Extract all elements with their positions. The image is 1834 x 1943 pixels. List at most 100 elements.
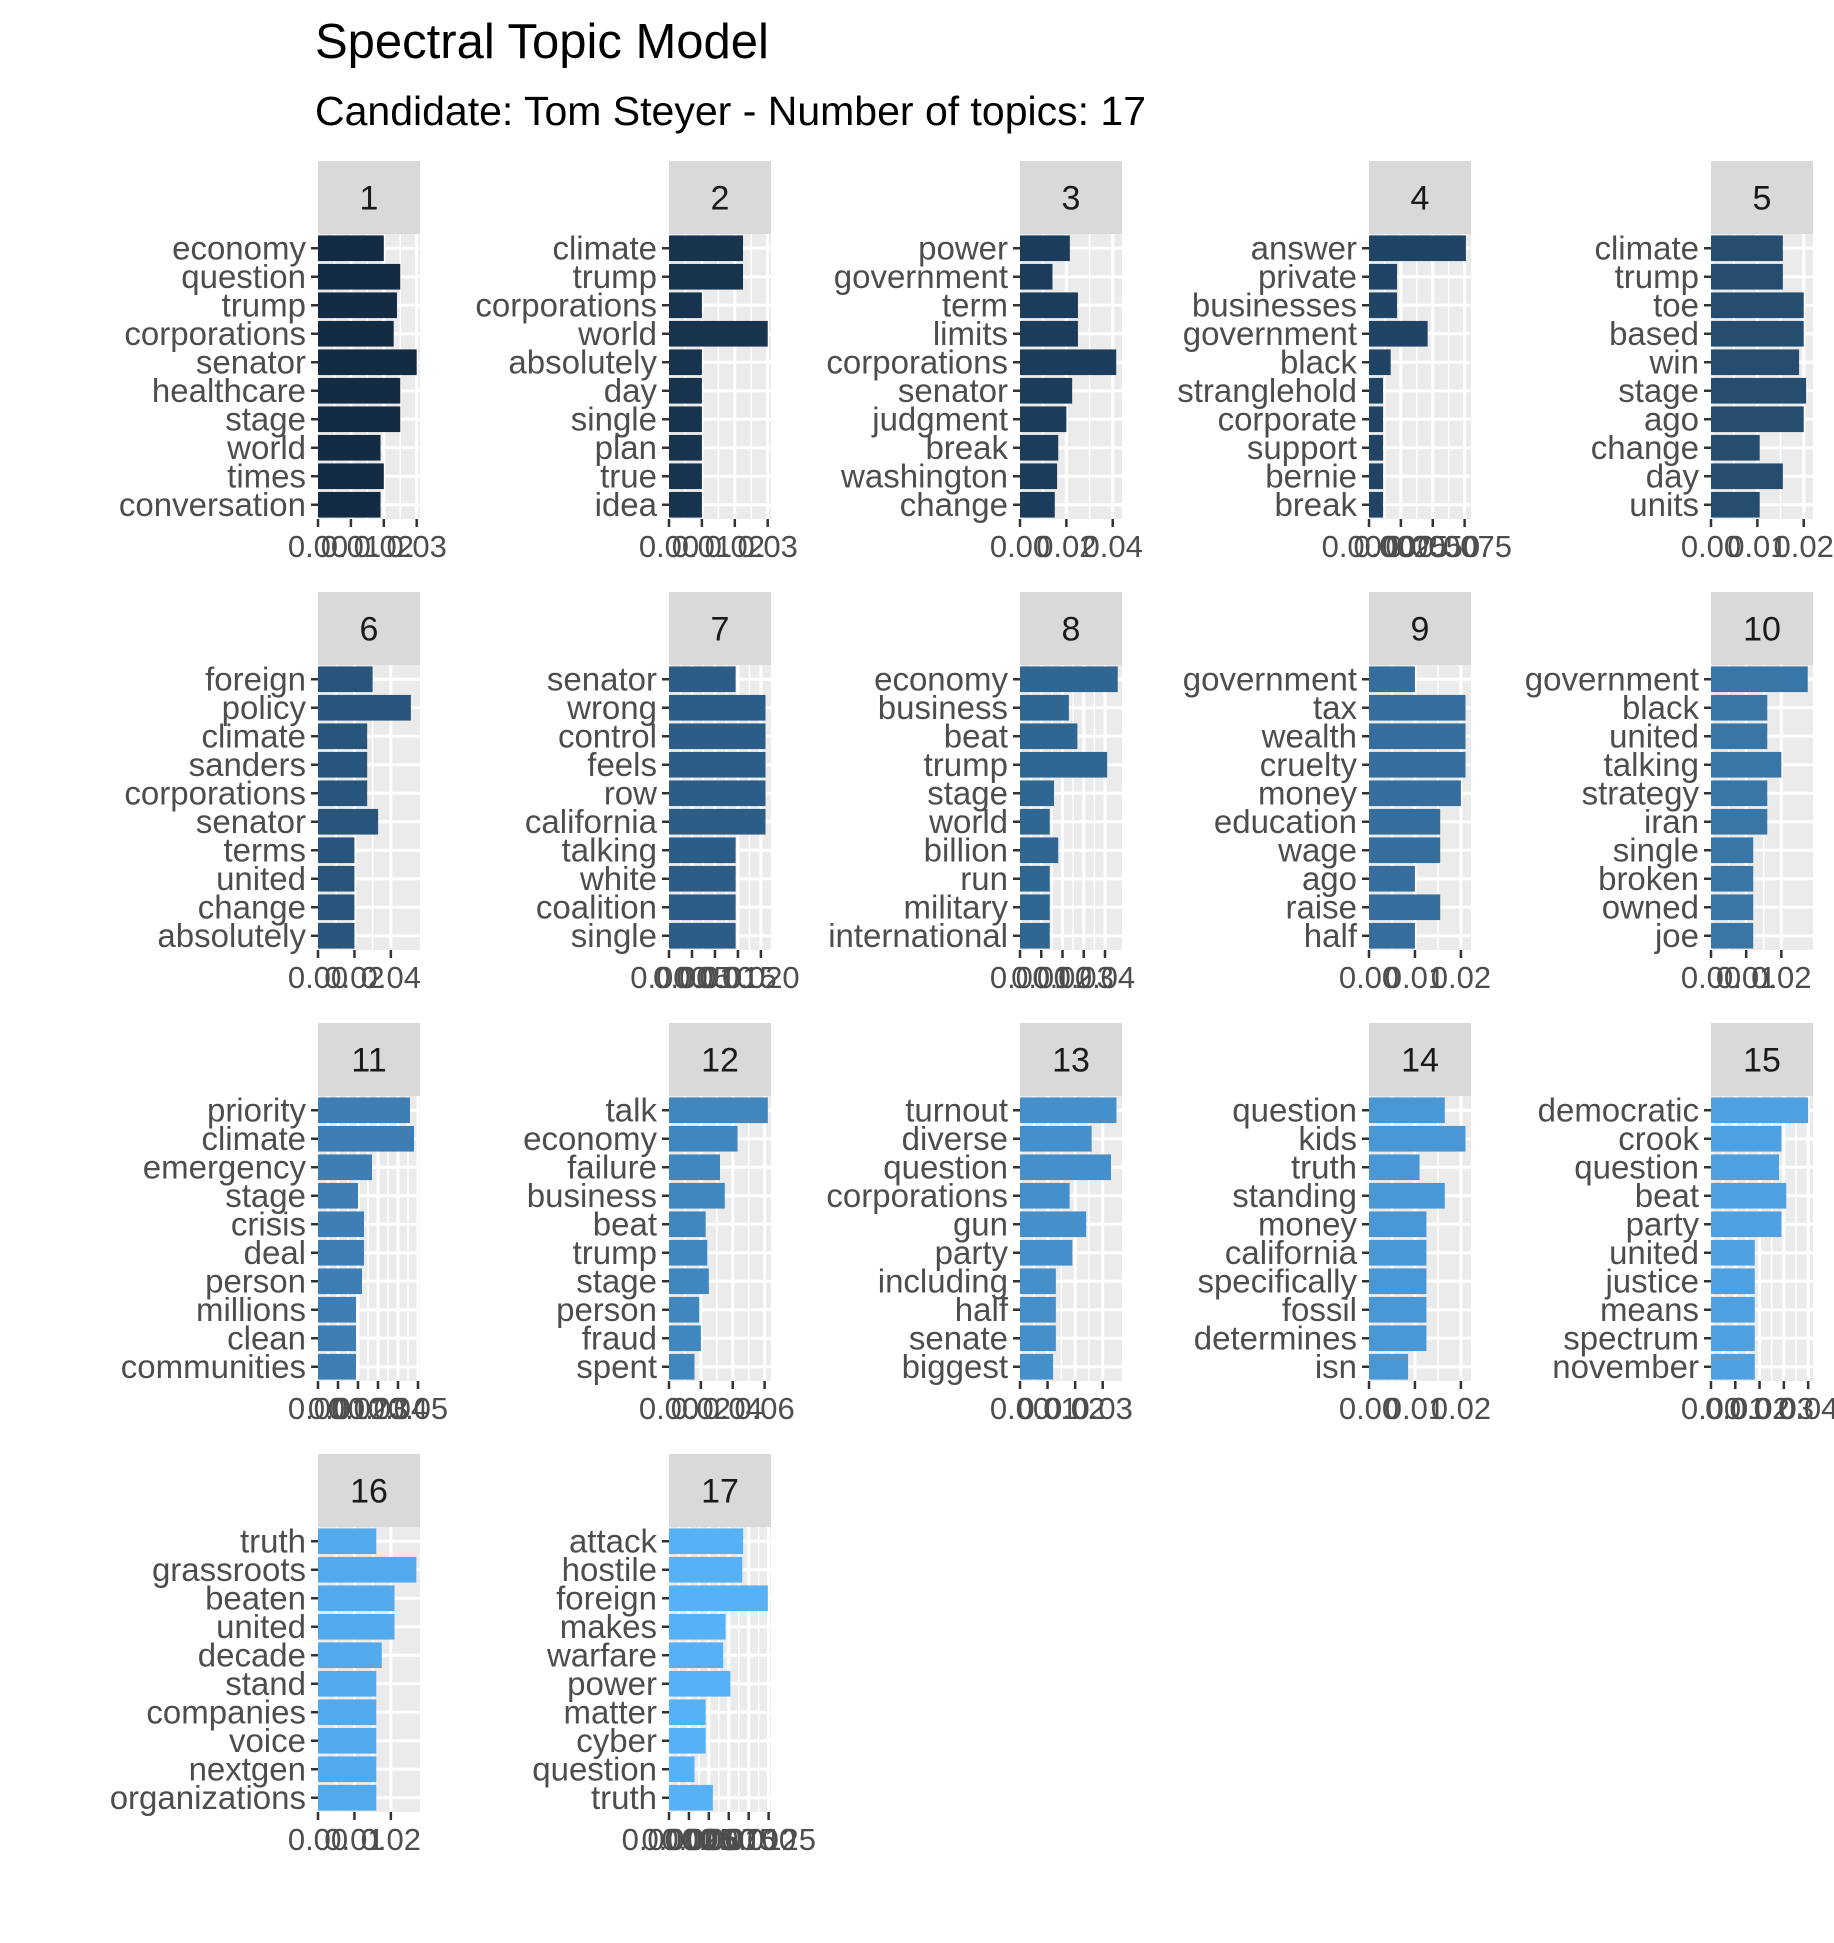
bar bbox=[318, 780, 368, 807]
facet-strip bbox=[318, 592, 420, 665]
term-label: warfare bbox=[546, 1636, 657, 1673]
bar bbox=[669, 808, 766, 835]
bar bbox=[1369, 751, 1466, 778]
bar bbox=[1711, 1125, 1782, 1152]
x-tick-label: 0.02 bbox=[1032, 960, 1092, 995]
x-tick-label: 0.00 bbox=[1681, 960, 1741, 995]
bar bbox=[1711, 1097, 1809, 1124]
chart-title: Spectral Topic Model bbox=[315, 15, 769, 69]
term-label: control bbox=[558, 717, 657, 754]
bar bbox=[669, 292, 702, 319]
facet-panel-10: 10 governmentblackunitedtalkingstrategyir… bbox=[1525, 592, 1813, 995]
bar bbox=[669, 1613, 726, 1640]
term-label: units bbox=[1629, 486, 1699, 523]
x-tick-label: 0.04 bbox=[368, 1391, 428, 1426]
x-tick-label: 0.010 bbox=[676, 960, 754, 995]
term-label: break bbox=[1274, 486, 1357, 523]
x-tick-label: 0.03 bbox=[387, 529, 447, 564]
bar bbox=[318, 434, 381, 461]
facet-strip-label: 3 bbox=[1062, 180, 1081, 218]
x-tick-label: 0.01 bbox=[321, 529, 381, 564]
bar bbox=[1369, 808, 1441, 835]
term-label: trump bbox=[924, 746, 1008, 783]
term-label: money bbox=[1258, 774, 1358, 811]
bar bbox=[669, 491, 702, 518]
term-label: stand bbox=[225, 1665, 306, 1702]
bar bbox=[1020, 1325, 1056, 1352]
facet-strip-label: 4 bbox=[1411, 180, 1430, 218]
bar bbox=[669, 751, 766, 778]
x-tick-label: 0.01 bbox=[1385, 1391, 1445, 1426]
term-label: based bbox=[1609, 315, 1699, 352]
facet-strip-label: 11 bbox=[351, 1042, 386, 1080]
bar bbox=[669, 922, 736, 949]
term-label: climate bbox=[1594, 229, 1699, 266]
bar bbox=[1369, 1154, 1420, 1181]
term-label: trump bbox=[573, 258, 657, 295]
term-label: november bbox=[1552, 1348, 1699, 1385]
bar bbox=[669, 865, 736, 892]
term-label: single bbox=[1613, 831, 1699, 868]
bar bbox=[1369, 1182, 1445, 1209]
bar bbox=[1020, 1097, 1117, 1124]
term-label: true bbox=[600, 457, 657, 494]
term-label: iran bbox=[1644, 803, 1699, 840]
bar bbox=[1711, 751, 1782, 778]
x-tick-label: 0.00 bbox=[288, 529, 348, 564]
bar bbox=[669, 377, 702, 404]
bar bbox=[1020, 349, 1117, 376]
term-label: united bbox=[216, 1608, 306, 1645]
term-label: communities bbox=[121, 1348, 306, 1385]
term-label: deal bbox=[244, 1234, 306, 1271]
facet-panel-9: 9 governmenttaxwealthcrueltymoneyeducatio… bbox=[1183, 592, 1491, 995]
bar bbox=[318, 1296, 356, 1323]
bar bbox=[1020, 434, 1059, 461]
x-tick-label: 0.01 bbox=[1727, 529, 1787, 564]
bar bbox=[1711, 235, 1783, 262]
term-label: grassroots bbox=[152, 1551, 306, 1588]
x-tick-label: 0.00 bbox=[990, 960, 1050, 995]
term-label: crook bbox=[1618, 1120, 1699, 1157]
bar bbox=[318, 1211, 364, 1238]
bar bbox=[318, 837, 355, 864]
term-label: question bbox=[1232, 1091, 1357, 1128]
bar bbox=[1020, 922, 1050, 949]
bar bbox=[669, 1556, 743, 1583]
bar bbox=[1711, 292, 1804, 319]
term-label: isn bbox=[1315, 1348, 1357, 1385]
bar bbox=[1369, 377, 1384, 404]
term-label: stage bbox=[225, 1177, 306, 1214]
term-label: beat bbox=[944, 717, 1008, 754]
term-label: day bbox=[604, 372, 658, 409]
x-tick-label: 0.00 bbox=[1681, 1391, 1741, 1426]
bar bbox=[669, 894, 736, 921]
x-tick-label: 0.02 bbox=[328, 1391, 388, 1426]
term-label: clean bbox=[227, 1319, 306, 1356]
bar bbox=[1369, 1268, 1427, 1295]
facet-panel-2: 2 climatetrumpcorporationsworldabsolutely… bbox=[475, 161, 798, 564]
x-tick-label: 0.02 bbox=[1751, 960, 1811, 995]
term-label: senate bbox=[909, 1319, 1008, 1356]
term-label: talk bbox=[606, 1091, 658, 1128]
bar bbox=[318, 1756, 377, 1783]
term-label: trump bbox=[1615, 258, 1699, 295]
x-tick-label: 0.06 bbox=[734, 1391, 794, 1426]
bar bbox=[318, 1699, 377, 1726]
term-label: justice bbox=[1604, 1262, 1699, 1299]
term-label: world bbox=[928, 803, 1008, 840]
term-label: nextgen bbox=[189, 1750, 306, 1787]
term-label: stage bbox=[927, 774, 1008, 811]
term-label: government bbox=[1525, 660, 1699, 697]
bar bbox=[1369, 235, 1466, 262]
x-tick-label: 0.0050 bbox=[661, 1822, 756, 1857]
x-tick-label: 0.01 bbox=[1011, 960, 1071, 995]
term-label: corporations bbox=[475, 286, 657, 323]
bar bbox=[318, 1097, 410, 1124]
bar bbox=[1711, 1182, 1787, 1209]
bar bbox=[318, 694, 411, 721]
facet-strip bbox=[669, 1454, 771, 1527]
term-label: term bbox=[942, 286, 1008, 323]
term-label: party bbox=[1626, 1205, 1700, 1242]
x-tick-label: 0.03 bbox=[738, 529, 798, 564]
